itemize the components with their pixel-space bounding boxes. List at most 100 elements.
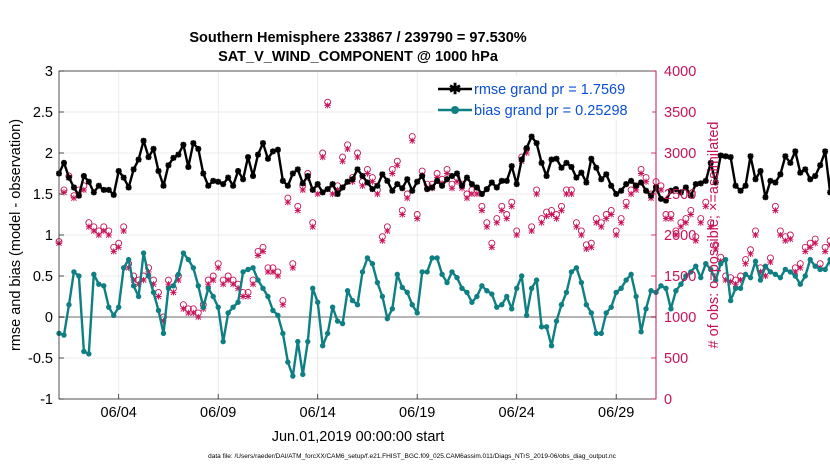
bias-point bbox=[464, 289, 470, 296]
obs-assimilated-point bbox=[687, 211, 694, 218]
bias-point bbox=[608, 304, 614, 310]
bias-point bbox=[280, 330, 286, 337]
rmse-point bbox=[324, 186, 331, 193]
bias-point bbox=[449, 269, 455, 275]
rmse-point bbox=[225, 174, 232, 181]
obs-assimilated-point bbox=[135, 281, 142, 288]
bias-point bbox=[504, 293, 510, 300]
rmse-point bbox=[454, 170, 460, 177]
rmse-point bbox=[284, 182, 291, 189]
bias-point bbox=[205, 285, 211, 291]
obs-assimilated-point bbox=[657, 186, 665, 194]
rmse-point bbox=[767, 177, 774, 184]
bias-point bbox=[489, 291, 495, 297]
bias-point bbox=[165, 285, 172, 291]
rmse-point bbox=[105, 186, 112, 193]
rmse-point bbox=[409, 187, 416, 194]
rmse-point bbox=[299, 180, 306, 187]
obs-assimilated-point bbox=[478, 207, 485, 214]
obs-assimilated-point bbox=[299, 186, 306, 194]
rmse-point bbox=[707, 159, 714, 166]
bias-point bbox=[290, 373, 296, 379]
rmse-point bbox=[792, 148, 799, 155]
rmse-point bbox=[354, 166, 361, 173]
obs-assimilated-point bbox=[244, 293, 252, 300]
bias-point bbox=[479, 283, 485, 289]
rmse-point bbox=[120, 174, 127, 181]
bias-point bbox=[255, 277, 261, 283]
bias-point bbox=[673, 288, 679, 294]
x-tick-label: 06/04 bbox=[101, 405, 137, 421]
obs-assimilated-point bbox=[399, 211, 406, 218]
rmse-point bbox=[419, 172, 426, 179]
bias-point bbox=[792, 273, 798, 279]
bias-point bbox=[399, 284, 405, 291]
bias-point bbox=[300, 371, 306, 378]
obs-assimilated-point bbox=[802, 248, 809, 255]
obs-assimilated-point bbox=[767, 258, 774, 266]
obs-assimilated-point bbox=[100, 227, 107, 235]
obs-assimilated-point bbox=[404, 194, 411, 202]
rmse-point bbox=[568, 163, 575, 170]
rmse-point bbox=[473, 184, 480, 191]
rmse-point bbox=[90, 189, 97, 196]
bias-point bbox=[344, 288, 351, 294]
rmse-point bbox=[235, 168, 242, 175]
bias-point bbox=[514, 285, 520, 291]
rmse-point bbox=[269, 148, 276, 155]
obs-assimilated-point bbox=[598, 223, 605, 230]
bias-point bbox=[175, 271, 182, 278]
bias-point bbox=[354, 302, 361, 308]
bias-point bbox=[434, 255, 440, 261]
obs-assimilated-point bbox=[548, 211, 555, 218]
legend-rmse-label: rmse grand pr = 1.7569 bbox=[474, 82, 625, 98]
obs-assimilated-point bbox=[170, 289, 177, 296]
obs-assimilated-point bbox=[787, 235, 794, 243]
bias-point bbox=[260, 285, 266, 291]
rmse-point bbox=[160, 182, 167, 189]
obs-assimilated-point bbox=[742, 260, 749, 267]
bias-point bbox=[737, 285, 744, 291]
obs-assimilated-point bbox=[588, 244, 595, 251]
obs-assimilated-point bbox=[637, 170, 645, 177]
rmse-point bbox=[384, 177, 391, 184]
rmse-point bbox=[493, 184, 500, 191]
rmse-point bbox=[449, 172, 456, 179]
obs-assimilated-point bbox=[95, 231, 102, 239]
obs-assimilated-point bbox=[60, 189, 68, 196]
bias-point bbox=[752, 258, 759, 264]
bias-point bbox=[509, 306, 515, 312]
obs-assimilated-point bbox=[618, 219, 625, 226]
obs-assimilated-point bbox=[259, 248, 267, 255]
obs-assimilated-point bbox=[150, 281, 157, 288]
bias-point bbox=[349, 297, 356, 304]
right-tick-label: 3500 bbox=[664, 105, 696, 121]
obs-assimilated-point bbox=[225, 276, 232, 284]
bias-point bbox=[722, 256, 729, 263]
bias-point bbox=[250, 265, 256, 271]
rmse-point bbox=[289, 170, 296, 177]
obs-assimilated-point bbox=[578, 231, 585, 239]
bias-point bbox=[708, 266, 714, 273]
obs-assimilated-point bbox=[662, 215, 670, 222]
bias-point bbox=[827, 256, 830, 263]
obs-assimilated-point bbox=[180, 305, 187, 312]
bias-point bbox=[563, 289, 570, 296]
rmse-point bbox=[503, 177, 510, 184]
obs-assimilated-point bbox=[205, 281, 212, 288]
rmse-point bbox=[712, 179, 719, 186]
rmse-point bbox=[737, 187, 744, 194]
rmse-point bbox=[444, 176, 451, 183]
obs-assimilated-point bbox=[463, 194, 471, 202]
obs-assimilated-point bbox=[707, 223, 714, 230]
rmse-point bbox=[429, 184, 436, 191]
bias-point bbox=[459, 285, 465, 291]
obs-assimilated-point bbox=[249, 281, 257, 288]
rmse-point bbox=[195, 145, 202, 152]
obs-assimilated-point bbox=[533, 190, 540, 198]
obs-assimilated-point bbox=[782, 237, 789, 244]
bias-point bbox=[772, 271, 779, 278]
right-tick-label: 4000 bbox=[664, 64, 696, 80]
obs-assimilated-point bbox=[777, 231, 784, 239]
bias-point bbox=[593, 330, 599, 337]
